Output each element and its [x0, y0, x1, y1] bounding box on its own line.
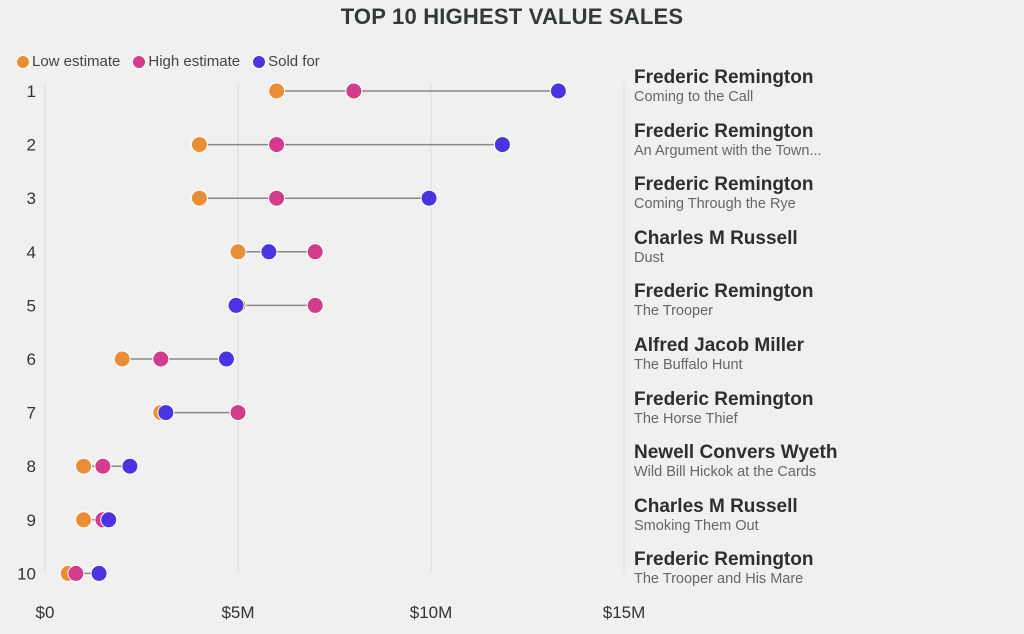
sold-for-dot [157, 404, 175, 422]
chart-row: 10 [17, 564, 108, 583]
sold-for-dot [227, 296, 245, 314]
artist-name: Frederic Remington [634, 67, 814, 88]
artist-name: Frederic Remington [634, 174, 814, 196]
artist-name: Frederic Remington [634, 388, 814, 410]
artwork-title: Dust [634, 249, 664, 266]
high-estimate-dot [268, 189, 286, 207]
sold-for-dot [90, 564, 108, 582]
artwork-title: Wild Bill Hickok at the Cards [634, 464, 817, 481]
chart-row: 4 [27, 243, 324, 262]
rank-label: 9 [27, 511, 36, 530]
sold-for-dot [420, 189, 438, 207]
gridlines [44, 84, 625, 572]
high-estimate-dot [306, 243, 324, 261]
sold-for-dot [549, 82, 567, 100]
rank-label: 4 [27, 243, 36, 262]
legend-swatch-low-estimate [16, 54, 30, 69]
legend-item-sold-for: Sold for [252, 53, 320, 70]
legend: Low estimate High estimate Sold for [16, 53, 320, 70]
legend-label-sold-for: Sold for [268, 53, 320, 70]
artwork-title: The Horse Thief [634, 410, 738, 427]
high-estimate-dot [345, 82, 363, 100]
low-estimate-dot [75, 511, 93, 529]
low-estimate-dot [190, 136, 208, 154]
high-estimate-dot [94, 457, 112, 475]
row-label: Frederic Remington The Trooper [634, 281, 813, 320]
chart-row: 6 [27, 350, 235, 369]
rank-label: 10 [17, 564, 36, 583]
row-label: Frederic Remington The Horse Thief [634, 389, 813, 428]
chart-row: 3 [27, 189, 438, 208]
chart-row: 7 [27, 404, 247, 423]
sold-for-dot [493, 136, 511, 154]
row-label: Charles M Russell Dust [634, 228, 798, 267]
chart-row: 1 [27, 82, 567, 101]
sold-for-dot [217, 350, 235, 368]
row-label: Frederic Remington The Trooper and His Ma… [634, 549, 813, 588]
high-estimate-dot [152, 350, 170, 368]
high-estimate-dot [268, 136, 286, 154]
rank-label: 8 [27, 457, 36, 476]
high-estimate-dot [67, 564, 85, 582]
rank-label: 1 [27, 82, 36, 101]
sold-for-dot [100, 511, 118, 529]
rank-label: 2 [27, 136, 36, 155]
artist-name: Alfred Jacob Miller [634, 335, 804, 356]
artwork-title: The Trooper and His Mare [634, 571, 804, 588]
x-tick-label: $5M [221, 603, 254, 622]
artwork-title: An Argument with the Town... [634, 142, 822, 159]
chart-row: 8 [27, 457, 139, 476]
legend-swatch-high-estimate [132, 54, 147, 69]
row-label: Frederic Remington Coming to the Call [634, 67, 813, 106]
x-axis: $0 $5M $10M $15M [36, 603, 646, 622]
row-label: Frederic Remington Coming Through the Rye [634, 174, 813, 213]
low-estimate-dot [113, 350, 131, 368]
artwork-title: The Trooper [634, 303, 713, 320]
artwork-title: Coming Through the Rye [634, 196, 796, 213]
sold-for-dot [260, 243, 278, 261]
artist-name: Frederic Remington [634, 120, 814, 142]
low-estimate-dot [268, 82, 286, 100]
low-estimate-dot [229, 243, 247, 261]
x-tick-label: $10M [410, 603, 453, 622]
artist-name: Newell Convers Wyeth [634, 442, 838, 464]
low-estimate-dot [75, 457, 93, 475]
rank-label: 5 [27, 296, 36, 315]
rank-label: 7 [27, 404, 36, 423]
chart-row: 2 [27, 136, 511, 155]
chart-title: TOP 10 HIGHEST VALUE SALES [340, 4, 684, 29]
low-estimate-dot [190, 189, 208, 207]
artist-name: Frederic Remington [634, 549, 814, 571]
artwork-title: Coming to the Call [634, 89, 754, 105]
legend-label-high-estimate: High estimate [148, 53, 241, 70]
rank-label: 3 [27, 189, 36, 208]
legend-item-high-estimate: High estimate [132, 53, 240, 70]
x-tick-label: $15M [603, 603, 646, 622]
legend-label-low-estimate: Low estimate [32, 53, 121, 70]
artwork-title: The Buffalo Hunt [634, 357, 743, 373]
high-estimate-dot [229, 404, 247, 422]
row-label: Charles M Russell Smoking Them Out [634, 496, 798, 535]
row-label: Newell Convers Wyeth Wild Bill Hickok at … [634, 442, 837, 481]
high-estimate-dot [306, 296, 324, 314]
row-label: Frederic Remington An Argument with the T… [634, 121, 822, 160]
legend-item-low-estimate: Low estimate [16, 53, 120, 70]
artist-name: Charles M Russell [634, 495, 798, 517]
rank-label: 6 [27, 350, 36, 369]
chart-row: 9 [27, 511, 118, 530]
sold-for-dot [121, 457, 139, 475]
x-tick-label: $0 [36, 603, 55, 622]
chart-rows: 1 2 3 4 5 6 7 8 9 10 [17, 82, 567, 583]
legend-swatch-sold-for [252, 54, 267, 69]
chart-row: 5 [27, 296, 324, 315]
row-label: Alfred Jacob Miller The Buffalo Hunt [634, 335, 804, 374]
artist-name: Charles M Russell [634, 227, 798, 249]
artwork-title: Smoking Them Out [634, 517, 759, 534]
artist-name: Frederic Remington [634, 281, 814, 303]
